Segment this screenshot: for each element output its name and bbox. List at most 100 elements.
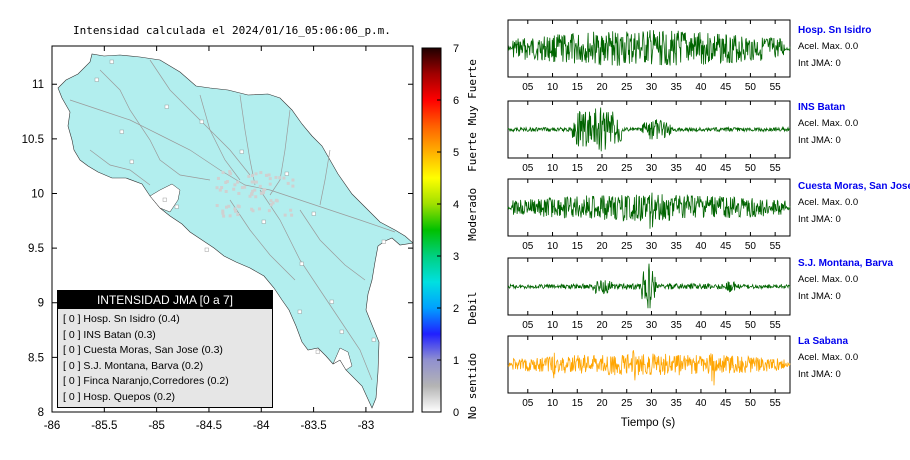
city-marker (254, 172, 258, 176)
station-marker (239, 149, 244, 154)
seismogram-panels: 05 10 15 20 25 30 35 40 45 50 55 05 10 15 20 25 30 35 40 45… (507, 19, 791, 409)
map-x-tick-label: -84.5 (196, 420, 222, 432)
trace-x-tick-label: 55 (770, 82, 782, 93)
station-dots (94, 59, 386, 354)
station-name[interactable]: La Sabana (798, 336, 849, 347)
colorbar-tick-label: 3 (453, 251, 459, 263)
city-marker (228, 171, 232, 175)
trace-panel: 05 10 15 20 25 30 35 40 45 50 55 (507, 178, 791, 252)
intensity-colorbar (421, 47, 442, 413)
trace-x-tick-label: 40 (695, 163, 707, 174)
station-name[interactable]: INS Batan (798, 102, 846, 113)
trace-x-tick-label: 15 (572, 82, 584, 93)
station-marker (162, 197, 167, 202)
golfo-dulce (332, 347, 353, 371)
city-marker (268, 182, 272, 186)
station-marker (339, 329, 344, 334)
city-marker (291, 184, 295, 188)
station-marker (311, 211, 316, 216)
colorbar-labels: No sentido Debil Moderado Fuerte Muy Fuerte (466, 59, 479, 419)
city-marker (251, 209, 255, 213)
trace-x-tick-label: 55 (770, 241, 782, 252)
station-jma: Int JMA: 0 (798, 135, 841, 146)
city-marker (259, 171, 263, 175)
colorbar-tick-label: 7 (453, 43, 459, 55)
station-marker (261, 219, 266, 224)
city-marker (215, 186, 219, 190)
colorbar-class-label: No sentido (466, 353, 479, 419)
road-network (69, 59, 396, 381)
station-jma: Int JMA: 0 (798, 214, 841, 225)
trace-x-tick-label: 20 (596, 82, 608, 93)
city-marker (224, 189, 228, 193)
city-marker (236, 213, 240, 217)
map-y-tick-label: 8 (38, 407, 44, 419)
city-marker (250, 207, 254, 211)
trace-x-tick-label: 25 (621, 398, 633, 409)
trace-panel: 05 10 15 20 25 30 35 40 45 50 55 (507, 100, 791, 174)
city-marker (225, 205, 229, 209)
city-marker (225, 180, 229, 184)
trace-x-tick-label: 45 (720, 398, 732, 409)
station-marker (164, 104, 169, 109)
city-marker (233, 183, 237, 187)
trace-x-tick-label: 30 (646, 398, 658, 409)
trace-x-tick-label: 05 (522, 398, 534, 409)
colorbar-class-label: Moderado (466, 188, 479, 241)
station-info-ins-batan: INS Batan Acel. Max. 0.0 Int JMA: 0 (798, 101, 910, 149)
trace-x-tick-label: 45 (720, 163, 732, 174)
trace-x-tick-label: 55 (770, 398, 782, 409)
station-name[interactable]: Hosp. Sn Isidro (798, 25, 872, 36)
colorbar-class-label: Fuerte (466, 132, 479, 172)
city-marker (237, 191, 241, 195)
city-marker (216, 176, 220, 180)
station-acel: Acel. Max. 0.0 (798, 197, 859, 208)
trace-x-tick-label: 10 (547, 398, 559, 409)
station-jma: Int JMA: 0 (798, 291, 841, 302)
city-marker (261, 191, 265, 195)
trace-x-tick-label: 50 (745, 398, 757, 409)
trace-panel: 05 10 15 20 25 30 35 40 45 50 55 (507, 335, 791, 409)
station-marker (381, 239, 386, 244)
trace-x-tick-label: 25 (621, 82, 633, 93)
city-marker (232, 187, 236, 191)
station-marker (109, 59, 114, 64)
map-y-axis: 11 10.5 10 9.5 9 8.5 8 (22, 79, 413, 419)
trace-line (507, 192, 791, 229)
trace-x-tick-label: 40 (695, 320, 707, 331)
station-name[interactable]: S.J. Montana, Barva (798, 258, 894, 269)
colorbar-tick-label: 0 (453, 407, 459, 419)
colorbar-tick-label: 4 (453, 199, 459, 211)
station-name[interactable]: Cuesta Moras, San Jose (798, 181, 910, 192)
city-marker (221, 209, 225, 213)
station-acel: Acel. Max. 0.0 (798, 352, 859, 363)
trace-x-tick-label: 25 (621, 241, 633, 252)
trace-line (507, 30, 791, 66)
trace-x-tick-label: 10 (547, 163, 559, 174)
city-marker (228, 170, 232, 174)
city-marker (267, 173, 271, 177)
map-y-tick-label: 11 (32, 79, 44, 91)
city-marker (252, 180, 256, 184)
trace-x-tick-label: 40 (695, 241, 707, 252)
city-marker (290, 213, 294, 217)
city-marker (289, 208, 293, 212)
station-marker (129, 159, 134, 164)
colorbar-class-label: Debil (466, 291, 479, 324)
city-marker (250, 192, 254, 196)
city-marker (263, 188, 267, 192)
trace-x-tick-label: 45 (720, 241, 732, 252)
station-marker (119, 129, 124, 134)
map-title: Intensidad calculada el 2024/01/16_05:06… (73, 24, 391, 37)
trace-x-tick-label: 05 (522, 241, 534, 252)
trace-x-tick-label: 20 (596, 398, 608, 409)
colorbar-gradient (421, 47, 442, 413)
trace-x-tick-label: 50 (745, 241, 757, 252)
legend-item: [ 0 ] S.J. Montana, Barva (0.2) (63, 359, 204, 372)
city-marker (221, 170, 225, 174)
city-marker (222, 214, 226, 218)
trace-x-tick-label: 45 (720, 320, 732, 331)
city-marker (264, 173, 268, 177)
city-marker (271, 201, 275, 205)
colorbar-tick-label: 6 (453, 95, 459, 107)
